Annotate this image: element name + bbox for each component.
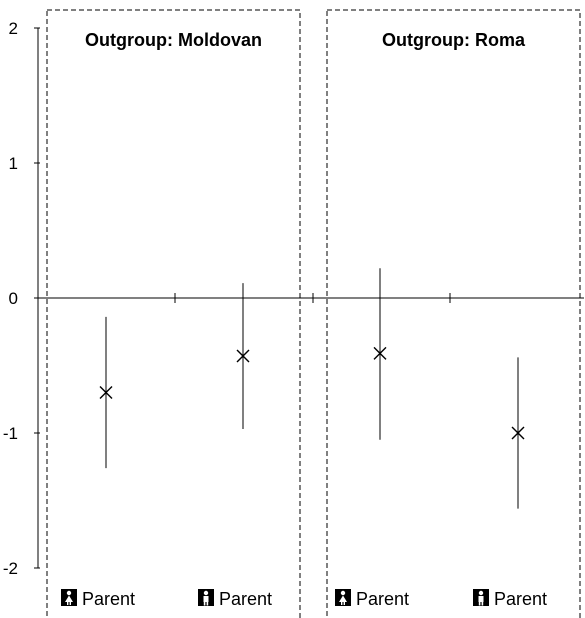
female-person-icon-leg [67,602,69,605]
category-label: Parent [494,589,547,609]
male-person-icon-leg [206,602,209,606]
male-person-icon-body [203,596,209,602]
male-person-icon-head [203,590,209,596]
y-tick-label: -2 [3,559,18,578]
panel-frame [46,9,301,618]
panel-frame [326,9,581,618]
female-person-icon-leg [341,602,343,605]
y-tick-label: 1 [9,154,18,173]
data-point-x [99,386,113,399]
panel-title: Outgroup: Moldovan [85,30,262,50]
data-point-x [511,426,525,440]
male-person-icon-leg [203,602,206,606]
male-person-icon-leg [481,602,484,606]
male-person-icon-leg [478,602,481,606]
y-tick-label: 2 [9,19,18,38]
data-point-x [236,349,250,363]
female-person-icon-leg [69,602,71,605]
male-person-icon-head [478,590,484,596]
female-person-icon-head [340,590,346,596]
y-tick-label: -1 [3,424,18,443]
female-person-icon-body [339,595,347,602]
female-person-icon-leg [343,602,345,605]
category-label: Parent [219,589,272,609]
female-person-icon-head [66,590,72,596]
y-tick-label: 0 [9,289,18,308]
category-label: Parent [82,589,135,609]
female-person-icon-body [65,595,73,602]
male-person-icon-body [478,596,484,602]
data-point-x [373,346,387,360]
category-label: Parent [356,589,409,609]
panel-title: Outgroup: Roma [382,30,526,50]
